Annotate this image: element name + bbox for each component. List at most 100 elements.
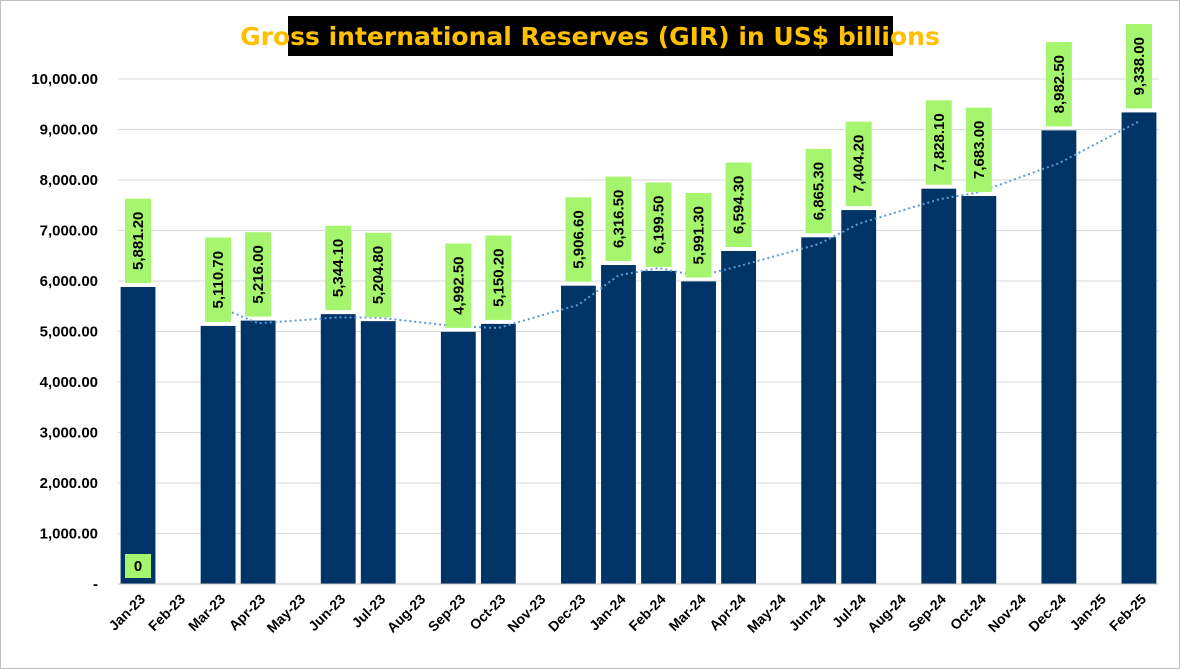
data-label: 0 <box>134 558 142 575</box>
x-tick-label: Sep-23 <box>425 591 469 635</box>
data-label: 7,404.20 <box>851 135 868 193</box>
bar <box>480 323 516 584</box>
x-tick-label: Jul-24 <box>829 591 869 631</box>
data-label-box <box>365 232 392 318</box>
data-label: 5,216.00 <box>250 245 267 303</box>
bar <box>721 250 757 584</box>
data-label: 8,982.50 <box>1051 55 1068 113</box>
y-tick-label: 2,000.00 <box>40 475 98 492</box>
y-axis-ticks: - 1,000.00 2,000.00 3,000.00 4,000.00 5,000.0… <box>31 71 98 593</box>
y-tick-label: 3,000.00 <box>40 425 98 442</box>
data-label: 5,110.70 <box>210 251 227 309</box>
y-tick-label: 5,000.00 <box>40 324 98 341</box>
data-label-box <box>1125 24 1152 109</box>
data-label-box <box>685 193 712 278</box>
bar <box>240 320 276 584</box>
y-tick-label: 1,000.00 <box>40 526 98 543</box>
x-tick-label: Jan-23 <box>105 591 148 634</box>
data-label-box <box>605 176 632 262</box>
x-tick-label: Mar-24 <box>665 591 708 634</box>
bar <box>841 210 877 585</box>
data-label: 5,991.30 <box>691 206 708 264</box>
trendline <box>217 120 1140 329</box>
data-label: 6,316.50 <box>610 190 627 248</box>
bar <box>801 237 837 584</box>
data-label-box <box>805 148 832 234</box>
data-label-box <box>245 232 272 317</box>
data-label-box <box>325 225 352 311</box>
data-label-box <box>845 121 872 207</box>
x-tick-label: Aug-24 <box>864 591 909 636</box>
x-tick-label: Dec-24 <box>1025 591 1069 635</box>
bar <box>1121 112 1157 584</box>
x-tick-label: Feb-25 <box>1106 591 1149 634</box>
bar <box>120 286 156 584</box>
x-tick-label: Nov-23 <box>504 591 548 635</box>
data-label: 6,199.50 <box>651 196 668 254</box>
x-tick-label: Dec-23 <box>545 591 589 635</box>
x-tick-label: Jan-25 <box>1066 591 1109 634</box>
x-tick-label: Nov-24 <box>985 591 1029 635</box>
bar <box>440 331 476 584</box>
data-label: 5,344.10 <box>330 239 347 297</box>
data-label: 5,906.60 <box>570 210 587 268</box>
data-label: 5,150.20 <box>490 249 507 307</box>
data-label: 6,594.30 <box>731 176 748 234</box>
data-label-box <box>725 162 752 247</box>
y-tick-label: 7,000.00 <box>40 223 98 240</box>
bar <box>320 314 356 584</box>
data-labels: 5,881.20 0 5,110.70 5,216.00 5,344.10 5,204.8… <box>125 24 1152 578</box>
bar <box>360 321 396 584</box>
x-tick-label: Jan-24 <box>586 591 629 634</box>
data-label-box <box>205 237 232 322</box>
data-label-box <box>1045 41 1072 127</box>
bar <box>561 285 596 584</box>
x-tick-label: Sep-24 <box>905 591 949 635</box>
x-tick-label: May-24 <box>744 591 789 636</box>
data-label-box <box>125 198 152 283</box>
data-label-box <box>445 243 472 328</box>
x-tick-label: Jun-24 <box>786 591 829 634</box>
x-tick-label: Oct-23 <box>466 591 508 633</box>
bar <box>961 196 997 585</box>
y-tick-label: 10,000.00 <box>31 71 98 88</box>
data-label-box <box>965 107 992 193</box>
chart-title-background <box>288 16 893 56</box>
data-label: 7,683.00 <box>971 121 988 179</box>
data-label: 5,204.80 <box>370 246 387 304</box>
data-label: 9,338.00 <box>1131 37 1148 95</box>
data-label-box <box>485 235 512 320</box>
x-tick-label: Feb-23 <box>145 591 188 634</box>
bar <box>641 270 676 584</box>
y-tick-label: 9,000.00 <box>40 122 98 139</box>
x-tick-label: Jun-23 <box>305 591 348 634</box>
bars <box>120 112 1157 585</box>
bar <box>681 281 716 584</box>
data-label: 5,881.20 <box>130 212 147 270</box>
x-tick-label: Oct-24 <box>947 591 989 633</box>
data-label: 7,828.10 <box>931 113 948 171</box>
x-tick-label: May-23 <box>263 591 308 636</box>
x-tick-label: Feb-24 <box>625 591 668 634</box>
data-label-box <box>565 197 592 282</box>
data-label-box <box>645 182 672 267</box>
y-tick-label: 8,000.00 <box>40 172 98 189</box>
data-label: 6,865.30 <box>811 162 828 220</box>
x-tick-label: Aug-23 <box>384 591 429 636</box>
y-tick-label: 6,000.00 <box>40 273 98 290</box>
y-tick-label: 4,000.00 <box>40 374 98 391</box>
y-tick-label: - <box>93 576 98 593</box>
bar <box>200 325 236 584</box>
x-tick-label: Apr-24 <box>706 591 749 634</box>
chart-title: Gross international Reserves (GIR) in US… <box>240 22 940 51</box>
x-tick-label: Mar-23 <box>185 591 228 634</box>
bar <box>921 188 957 584</box>
bar <box>1041 130 1077 585</box>
data-label: 4,992.50 <box>450 256 467 314</box>
data-label-box <box>925 100 952 185</box>
x-tick-label: Apr-23 <box>226 591 269 634</box>
data-label-box <box>125 554 152 578</box>
